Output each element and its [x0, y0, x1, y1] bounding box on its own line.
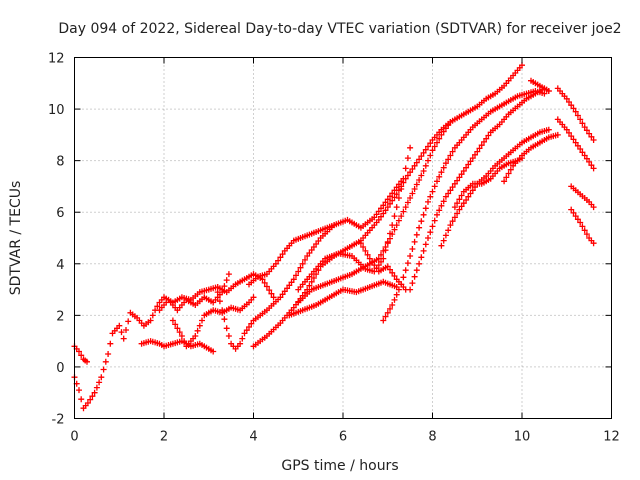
series-markers [169, 294, 257, 350]
x-tick-label: 8 [428, 430, 436, 445]
x-tick-label: 4 [249, 430, 257, 445]
series-arc-5 [169, 294, 257, 350]
data-points [71, 62, 597, 412]
series-arc-3 [138, 338, 217, 355]
series-markers [380, 88, 548, 324]
y-tick-label: 2 [56, 309, 64, 324]
series-markers [568, 206, 597, 247]
series-arc-22 [568, 206, 597, 247]
y-tick-label: 0 [56, 361, 64, 376]
series-markers [214, 222, 338, 352]
y-axis-label: SDTVAR / TECUs [8, 181, 24, 296]
x-axis-label: GPS time / hours [281, 458, 398, 474]
chart-title: Day 094 of 2022, Sidereal Day-to-day VTE… [58, 21, 621, 37]
series-markers [286, 278, 400, 319]
series-arc-19 [554, 85, 597, 143]
series-arc-7 [246, 178, 405, 288]
y-tick-label: 12 [48, 52, 65, 67]
series-arc-20 [554, 116, 597, 172]
series-arc-8 [250, 119, 454, 350]
y-tick-label: -2 [52, 413, 65, 428]
series-markers [156, 271, 232, 314]
series-markers [501, 131, 561, 185]
x-tick-label: 2 [160, 430, 168, 445]
x-tick-label: 0 [70, 430, 78, 445]
y-tick-label: 4 [56, 258, 64, 273]
series-markers [71, 271, 277, 412]
series-markers [554, 85, 597, 143]
series-markers [554, 116, 597, 172]
series-markers [295, 144, 414, 293]
x-tick-label: 12 [603, 430, 620, 445]
series-arc-21 [568, 183, 597, 211]
grid [74, 57, 612, 419]
series-markers [407, 85, 552, 293]
series-arc-4 [156, 271, 232, 314]
series-arc-2 [71, 271, 277, 412]
series-markers [528, 77, 552, 94]
series-markers [250, 119, 454, 350]
x-tick-label: 6 [339, 430, 347, 445]
series-arc-14 [407, 85, 552, 293]
series-arc-17 [501, 131, 561, 185]
series-markers [138, 338, 217, 355]
axis-ticks [74, 57, 612, 419]
series-arc-18 [528, 77, 552, 94]
series-markers [295, 62, 525, 306]
y-tick-label: 6 [56, 206, 64, 221]
series-arc-11 [295, 62, 525, 306]
series-markers [568, 183, 597, 211]
series-arc-9 [286, 278, 400, 319]
x-tick-label: 10 [514, 430, 531, 445]
series-markers [246, 178, 405, 288]
tick-labels: 0 2 4 6 8 10 12 -2 0 2 4 6 8 10 12 [48, 52, 620, 445]
y-tick-label: 10 [48, 103, 65, 118]
series-arc-10 [295, 144, 414, 293]
y-tick-label: 8 [56, 155, 64, 170]
series-arc-6 [214, 222, 338, 352]
series-arc-13 [380, 88, 548, 324]
